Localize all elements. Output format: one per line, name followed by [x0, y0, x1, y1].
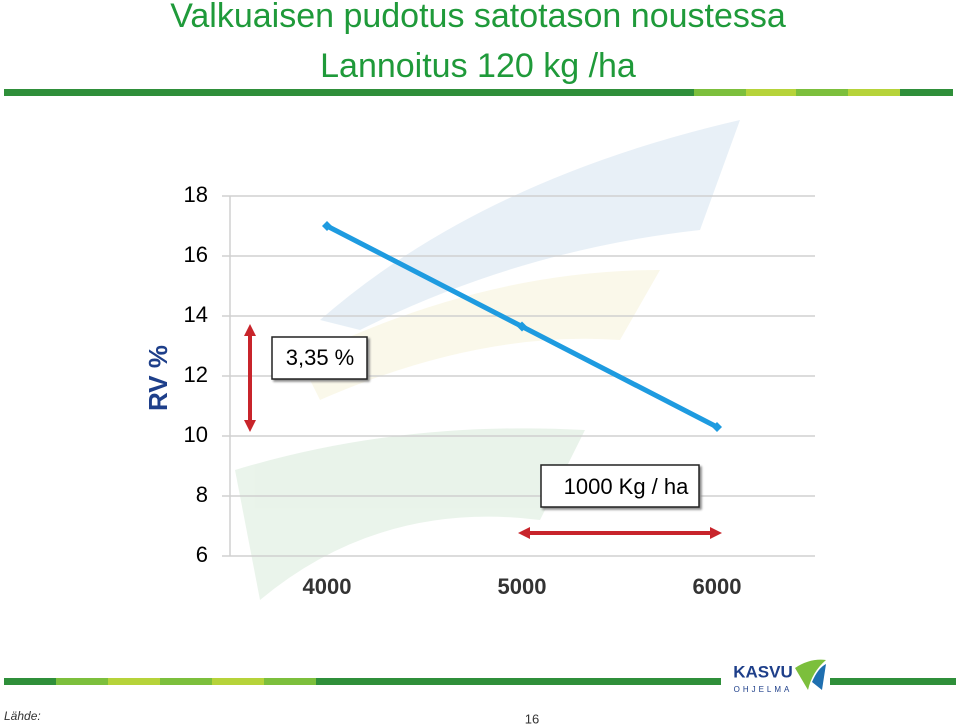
- y-tick-label: 16: [184, 242, 208, 267]
- y-tick-label: 10: [184, 422, 208, 447]
- logo-subtext: OHJELMA: [734, 685, 793, 694]
- annotation: 1000 Kg / ha: [564, 474, 690, 499]
- title: Valkuaisen pudotus satotason noustessa: [170, 0, 786, 35]
- plot: 6 8 10 12 14 16 18 4000 5000 6000: [184, 182, 815, 599]
- point: [517, 321, 527, 332]
- horizontal-arrow: [518, 527, 722, 539]
- vertical-arrow: [244, 324, 256, 432]
- page-number: 16: [525, 711, 539, 726]
- annotation-box: [271, 336, 368, 380]
- point: [712, 422, 722, 432]
- x-tick-label: 4000: [303, 574, 352, 599]
- y-tick-label: 12: [184, 362, 208, 387]
- y-tick-label: 6: [196, 542, 208, 567]
- y-tick-label: 8: [196, 482, 208, 507]
- y-tick-label: 14: [184, 302, 208, 327]
- bottom-band: [4, 678, 956, 685]
- logo: KASVU OHJELMA: [733, 659, 826, 694]
- source-label: Lähde:: [4, 709, 41, 723]
- logo-text: KASVU: [733, 662, 793, 681]
- y-axis-label: RV %: [143, 345, 173, 411]
- subtitle: Lannoitus 120 kg /ha: [320, 47, 636, 85]
- x-tick-label: 6000: [693, 574, 742, 599]
- top-band: [4, 89, 953, 96]
- y-tick-label: 18: [184, 182, 208, 207]
- annotation: 3,35 %: [286, 345, 355, 370]
- annotation-box: [540, 464, 700, 508]
- x-tick-label: 5000: [498, 574, 547, 599]
- point: [322, 221, 332, 231]
